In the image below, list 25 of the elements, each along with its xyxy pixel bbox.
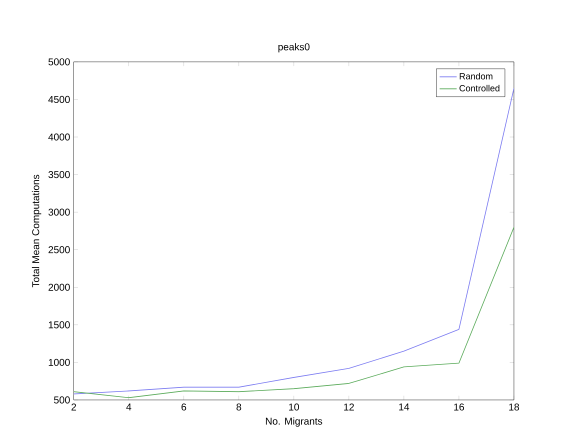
x-tick-label: 16 — [454, 403, 464, 410]
x-tick-label: 6 — [182, 403, 186, 410]
y-axis-title: Total Mean Computations — [32, 174, 42, 288]
y-tick-label: 3000 — [48, 208, 70, 216]
x-tick-label: 12 — [344, 403, 354, 410]
x-tick-label: 10 — [289, 403, 300, 410]
x-axis-title: No. Migrants — [266, 417, 322, 426]
y-tick-label: 4000 — [48, 133, 70, 140]
x-tick-label: 4 — [126, 403, 132, 410]
y-tick-label: 4500 — [48, 96, 70, 103]
y-tick-label: 5000 — [48, 58, 70, 66]
x-tick-label: 14 — [399, 403, 410, 410]
y-tick-label: 500 — [54, 396, 70, 404]
x-tick-label: 8 — [236, 403, 242, 410]
chart-title: peaks0 — [278, 42, 310, 52]
y-tick-label: 3500 — [48, 170, 70, 178]
x-tick-label: 18 — [509, 403, 520, 410]
y-tick-label: 1000 — [48, 358, 70, 366]
x-tick-label: 2 — [71, 403, 76, 410]
line-series — [74, 226, 514, 398]
legend-label: Controlled — [460, 84, 500, 92]
y-tick-label: 2000 — [48, 284, 70, 291]
y-tick-label: 2500 — [48, 246, 70, 254]
legend-label: Random — [460, 72, 492, 80]
y-tick-label: 1500 — [48, 321, 70, 328]
